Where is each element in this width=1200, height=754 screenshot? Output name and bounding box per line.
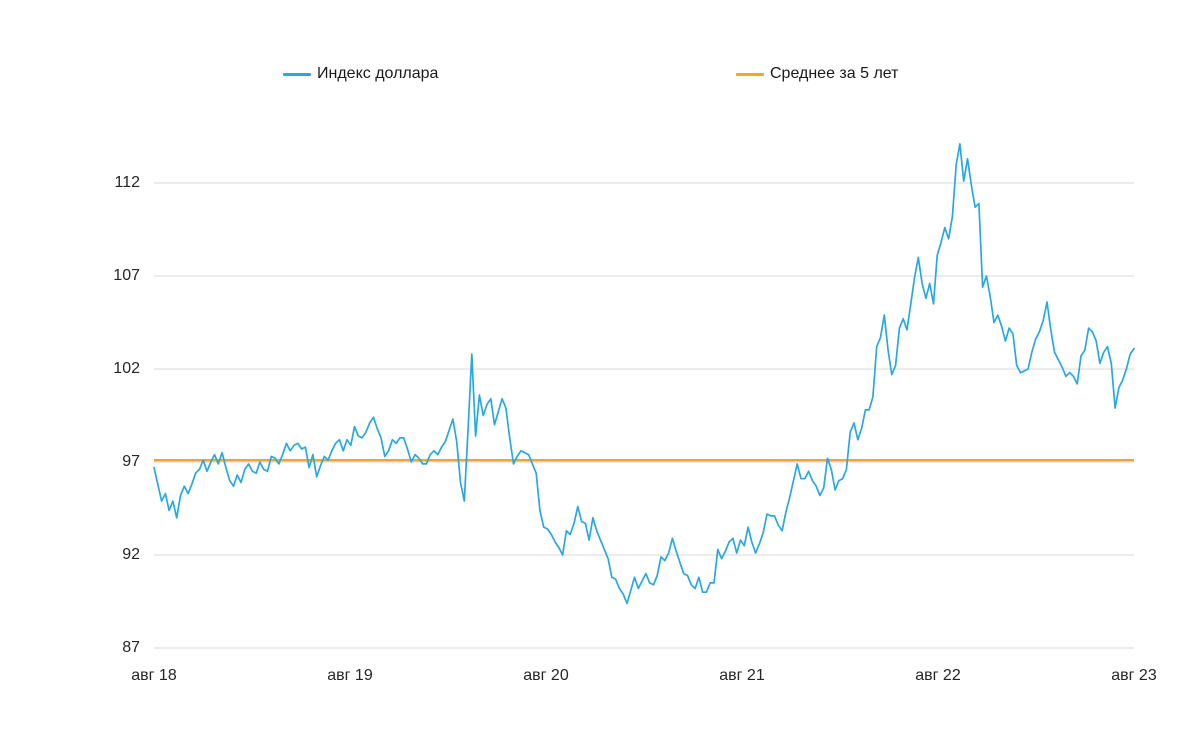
x-tick-label: авг 22 [915, 667, 961, 684]
data-lines [153, 143, 1135, 605]
x-tick-label: авг 21 [719, 667, 765, 684]
y-tick-label: 87 [122, 639, 140, 656]
gridlines [154, 182, 1134, 649]
series-line-swatch [283, 72, 311, 76]
x-tick-label: авг 23 [1111, 667, 1157, 684]
average-line-swatch [736, 72, 764, 76]
x-tick-label: авг 20 [523, 667, 569, 684]
x-tick-label: авг 18 [131, 667, 177, 684]
y-tick-label: 92 [122, 546, 140, 563]
legend-label-average: Среднее за 5 лет [770, 65, 899, 82]
legend-item-dollar-index: Индекс доллара [283, 64, 438, 84]
y-tick-label: 97 [122, 453, 140, 470]
y-tick-label: 107 [113, 267, 140, 284]
legend-label-dollar-index: Индекс доллара [317, 65, 439, 82]
x-tick-label: авг 19 [327, 667, 373, 684]
y-tick-label: 112 [114, 174, 140, 191]
legend-item-average: Среднее за 5 лет [736, 64, 898, 84]
y-tick-label: 102 [113, 360, 140, 377]
dollar-index-line [153, 143, 1135, 605]
